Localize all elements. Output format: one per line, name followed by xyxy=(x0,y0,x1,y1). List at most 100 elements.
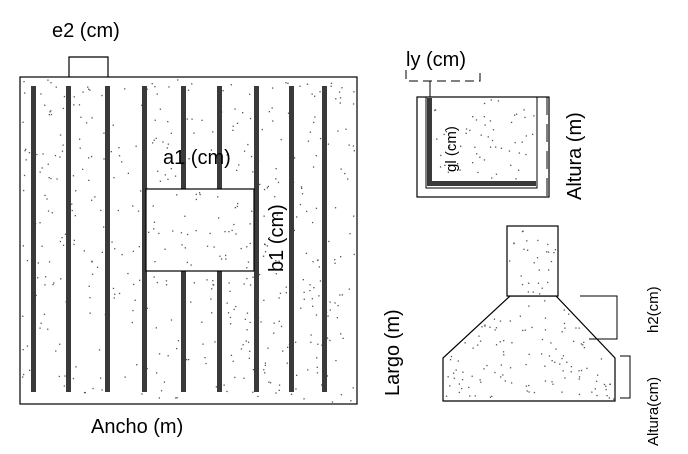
speckle xyxy=(170,168,172,170)
speckle xyxy=(277,181,280,184)
speckle xyxy=(26,259,29,262)
speckle xyxy=(226,154,228,156)
speckle xyxy=(309,289,311,292)
speckle xyxy=(55,86,57,88)
speckle xyxy=(252,171,254,173)
speckle xyxy=(139,279,141,281)
speckle xyxy=(296,374,298,376)
speckle xyxy=(25,159,27,161)
speckle xyxy=(447,171,449,173)
speckle xyxy=(503,340,505,342)
speckle xyxy=(186,261,188,264)
speckle xyxy=(230,323,232,325)
speckle xyxy=(226,390,228,393)
speckle xyxy=(309,131,311,133)
speckle xyxy=(72,377,75,380)
speckle xyxy=(282,350,284,352)
speckle xyxy=(296,216,298,218)
speckle xyxy=(88,179,90,181)
speckle xyxy=(477,344,479,346)
speckle xyxy=(193,132,195,134)
speckle xyxy=(247,341,250,343)
speckle xyxy=(489,396,492,398)
speckle xyxy=(263,215,265,217)
speckle xyxy=(303,291,305,293)
speckle xyxy=(117,209,119,212)
speckle xyxy=(342,337,344,339)
speckle xyxy=(50,82,52,84)
speckle xyxy=(272,120,274,122)
speckle xyxy=(266,245,268,247)
speckle xyxy=(191,83,193,85)
speckle xyxy=(328,240,330,243)
section-outer-box xyxy=(416,96,550,198)
speckle xyxy=(326,375,329,377)
speckle xyxy=(340,394,343,396)
speckle xyxy=(335,359,337,362)
speckle xyxy=(202,343,204,345)
speckle xyxy=(184,247,186,249)
speckle xyxy=(133,283,135,286)
speckle xyxy=(244,318,246,320)
speckle xyxy=(232,125,234,127)
speckle xyxy=(48,114,50,116)
speckle xyxy=(449,385,451,387)
speckle xyxy=(525,135,527,137)
speckle xyxy=(547,243,549,246)
speckle xyxy=(268,381,270,383)
speckle xyxy=(541,353,543,355)
speckle xyxy=(513,242,515,245)
speckle xyxy=(515,178,517,180)
speckle xyxy=(329,301,331,303)
speckle xyxy=(285,292,287,294)
speckle xyxy=(146,367,148,370)
rebar xyxy=(105,86,110,392)
speckle xyxy=(303,298,305,300)
speckle xyxy=(287,112,290,114)
speckle xyxy=(504,380,506,382)
h2-dimension-bracket xyxy=(580,295,618,340)
speckle xyxy=(493,318,496,320)
speckle xyxy=(278,384,281,386)
speckle xyxy=(242,344,244,346)
speckle xyxy=(510,164,512,166)
speckle xyxy=(600,358,603,360)
speckle xyxy=(63,385,65,387)
speckle xyxy=(245,340,247,342)
speckle xyxy=(453,377,455,379)
speckle xyxy=(500,364,502,366)
e2-dimension-bracket xyxy=(68,56,109,77)
speckle xyxy=(249,117,252,120)
speckle xyxy=(480,134,482,136)
speckle xyxy=(348,288,350,290)
speckle xyxy=(228,282,230,284)
speckle xyxy=(447,376,449,378)
speckle xyxy=(246,267,248,269)
speckle xyxy=(141,393,143,395)
speckle xyxy=(79,138,81,140)
speckle xyxy=(526,390,528,392)
speckle xyxy=(156,281,158,284)
speckle xyxy=(309,284,311,286)
speckle xyxy=(474,395,476,397)
section-texture xyxy=(434,99,535,180)
speckle xyxy=(563,322,566,325)
speckle xyxy=(609,383,611,385)
speckle xyxy=(181,244,183,246)
speckle xyxy=(341,87,343,89)
speckle xyxy=(22,245,24,247)
speckle xyxy=(334,302,336,304)
speckle xyxy=(213,246,215,248)
speckle xyxy=(84,391,86,394)
speckle xyxy=(88,285,90,287)
speckle xyxy=(176,194,178,196)
speckle xyxy=(472,116,474,118)
speckle xyxy=(570,371,572,373)
speckle xyxy=(236,205,238,208)
speckle xyxy=(132,250,134,252)
speckle xyxy=(290,393,293,395)
speckle xyxy=(232,129,234,131)
speckle xyxy=(155,327,157,329)
speckle xyxy=(209,232,211,235)
speckle xyxy=(153,228,155,230)
